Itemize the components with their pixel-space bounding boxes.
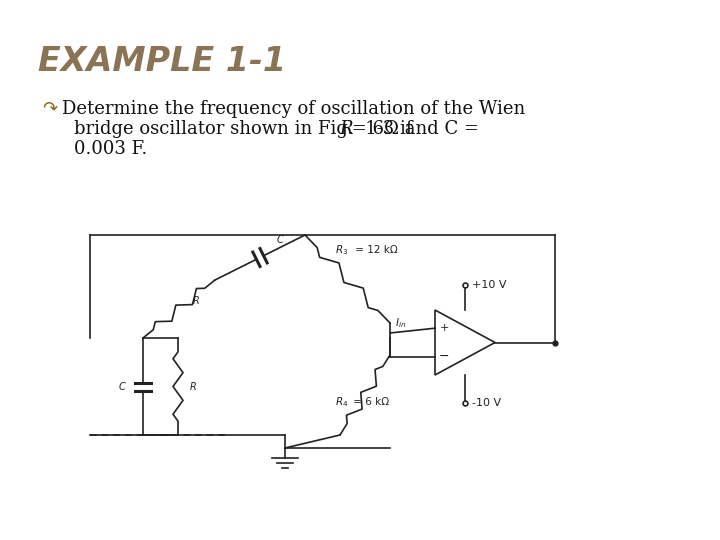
Text: = 6 kΩ: = 6 kΩ [350, 397, 389, 407]
Text: $R_3$: $R_3$ [335, 243, 348, 257]
Text: +: + [439, 323, 449, 333]
Text: R: R [193, 296, 199, 306]
Text: Determine the frequency of oscillation of the Wien: Determine the frequency of oscillation o… [62, 100, 526, 118]
Text: 0.003 F.: 0.003 F. [74, 140, 148, 158]
Text: $I_{in}$: $I_{in}$ [395, 316, 406, 330]
Text: −: − [438, 350, 449, 363]
Text: bridge oscillator shown in Fig.  1-3 if: bridge oscillator shown in Fig. 1-3 if [74, 120, 418, 138]
Text: -10 V: -10 V [472, 398, 501, 408]
Text: ↷: ↷ [42, 100, 57, 118]
Text: R: R [339, 120, 352, 138]
Text: C: C [277, 235, 284, 245]
Text: $R_4$: $R_4$ [335, 395, 348, 409]
Text: C: C [118, 381, 125, 391]
Text: = 12 kΩ: = 12 kΩ [352, 245, 397, 255]
Text: = 6Ω and C =: = 6Ω and C = [346, 120, 479, 138]
Text: R: R [190, 381, 197, 391]
Text: +10 V: +10 V [472, 280, 506, 290]
Text: EXAMPLE 1-1: EXAMPLE 1-1 [38, 45, 286, 78]
